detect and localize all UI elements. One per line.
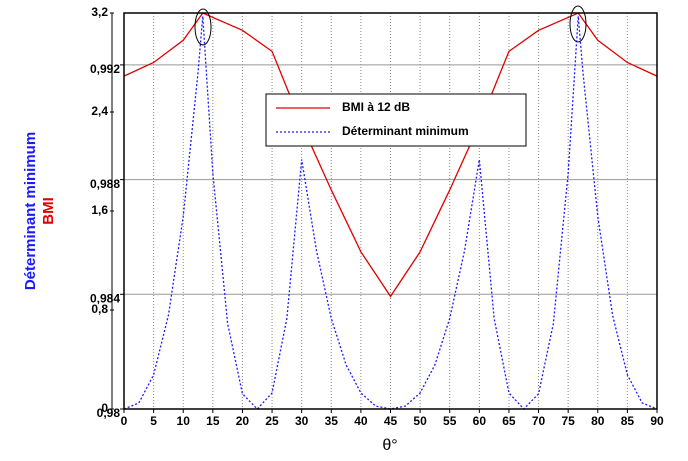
series-line: [123, 16, 658, 410]
grid: 0 5 10 15 20 25 30 35 40 45 50 55 60 65 70 75 80 85 90 0 0,8…: [90, 5, 664, 428]
legend-box: [265, 93, 527, 147]
x-tick-label: 20: [236, 414, 250, 428]
legend-label: BMI à 12 dB: [342, 100, 410, 114]
x-tick-label: 30: [295, 414, 309, 428]
x-tick-label: 50: [413, 414, 427, 428]
legend-label: Déterminant minimum: [342, 124, 469, 138]
y2-axis-label: Déterminant minimum: [22, 132, 39, 290]
y-tick-label: 0: [101, 401, 108, 415]
x-tick-label: 70: [532, 414, 546, 428]
x-axis-label: θ°: [382, 437, 397, 454]
x-tick-label: 90: [650, 414, 664, 428]
x-tick-label: 85: [621, 414, 635, 428]
x-tick-label: 10: [177, 414, 191, 428]
plot-frame: [123, 12, 658, 410]
x-tick-label: 80: [591, 414, 605, 428]
x-tick-label: 35: [325, 414, 339, 428]
y2-tick-label: 0,98: [97, 406, 121, 420]
legend: BMI à 12 dB Déterminant minimum: [265, 93, 527, 147]
y-tick-label: 2,4: [91, 104, 108, 118]
y2-tick-label: 0,984: [90, 291, 120, 305]
y-tick-label: 3,2: [91, 5, 108, 19]
x-tick-label: 55: [443, 414, 457, 428]
x-tick-label: 25: [265, 414, 279, 428]
peak-ellipse: [194, 8, 212, 46]
x-tick-label: 60: [473, 414, 487, 428]
x-tick-label: 0: [121, 414, 128, 428]
x-tick-label: 65: [502, 414, 516, 428]
y-tick-label: 1,6: [91, 203, 108, 217]
y-axis-label: BMI: [40, 197, 57, 225]
y2-tick-label: 0,988: [90, 177, 120, 191]
peak-ellipse: [569, 5, 587, 43]
y2-tick-label: 0,992: [90, 62, 120, 76]
x-tick-label: 45: [384, 414, 398, 428]
y-tick-label: 0,8: [91, 302, 108, 316]
x-tick-label: 40: [354, 414, 368, 428]
x-tick-label: 75: [561, 414, 575, 428]
x-tick-label: 5: [150, 414, 157, 428]
x-tick-label: 15: [206, 414, 220, 428]
